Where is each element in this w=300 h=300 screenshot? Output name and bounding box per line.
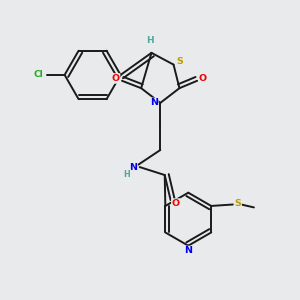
Text: O: O — [199, 74, 207, 83]
Text: S: S — [234, 199, 241, 208]
Text: H: H — [146, 36, 154, 45]
Text: S: S — [177, 57, 183, 66]
Text: Cl: Cl — [33, 70, 43, 80]
Text: N: N — [129, 163, 137, 172]
Text: N: N — [150, 98, 158, 107]
Text: N: N — [184, 247, 192, 256]
Text: O: O — [172, 199, 180, 208]
Text: H: H — [124, 169, 130, 178]
Text: O: O — [112, 74, 120, 83]
